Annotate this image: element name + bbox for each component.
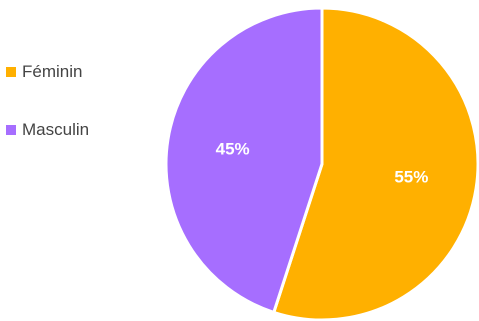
- legend-label-feminin: Féminin: [22, 62, 83, 81]
- legend-swatch-feminin: [6, 67, 16, 77]
- pie-slice-masculin: [164, 6, 324, 315]
- legend-swatch-masculin: [6, 125, 16, 135]
- legend-item-masculin: Masculin: [6, 118, 89, 142]
- legend-label-masculin: Masculin: [22, 120, 90, 139]
- chart-legend: Féminin Masculin: [6, 60, 89, 176]
- data-label-feminin: 55%: [394, 168, 428, 187]
- pie-slice-feminin: [271, 6, 479, 321]
- legend-item-feminin: Féminin: [6, 60, 89, 84]
- data-label-masculin: 45%: [216, 139, 250, 158]
